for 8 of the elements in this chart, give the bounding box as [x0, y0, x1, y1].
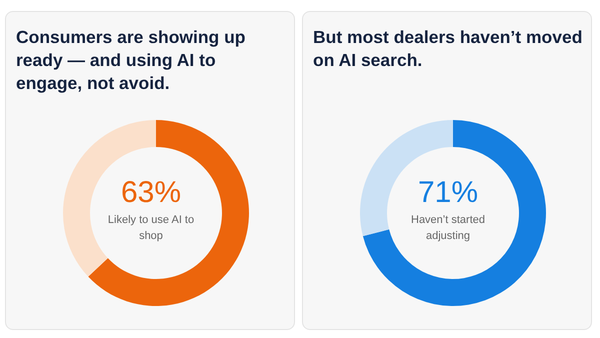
slice-label: Haven’t started adjusting [410, 213, 486, 244]
donut-slice [362, 120, 546, 306]
data-label: 63% [120, 176, 182, 210]
chart-title: But most dealers haven’t moved on AI search. [313, 26, 583, 72]
slice-label: Likely to use AI to shop [106, 213, 196, 244]
chart-title: Consumers are showing up ready — and using AI to engage, not avoid. [16, 26, 246, 95]
donut-slice [88, 120, 249, 306]
data-label: 71% [416, 176, 480, 210]
